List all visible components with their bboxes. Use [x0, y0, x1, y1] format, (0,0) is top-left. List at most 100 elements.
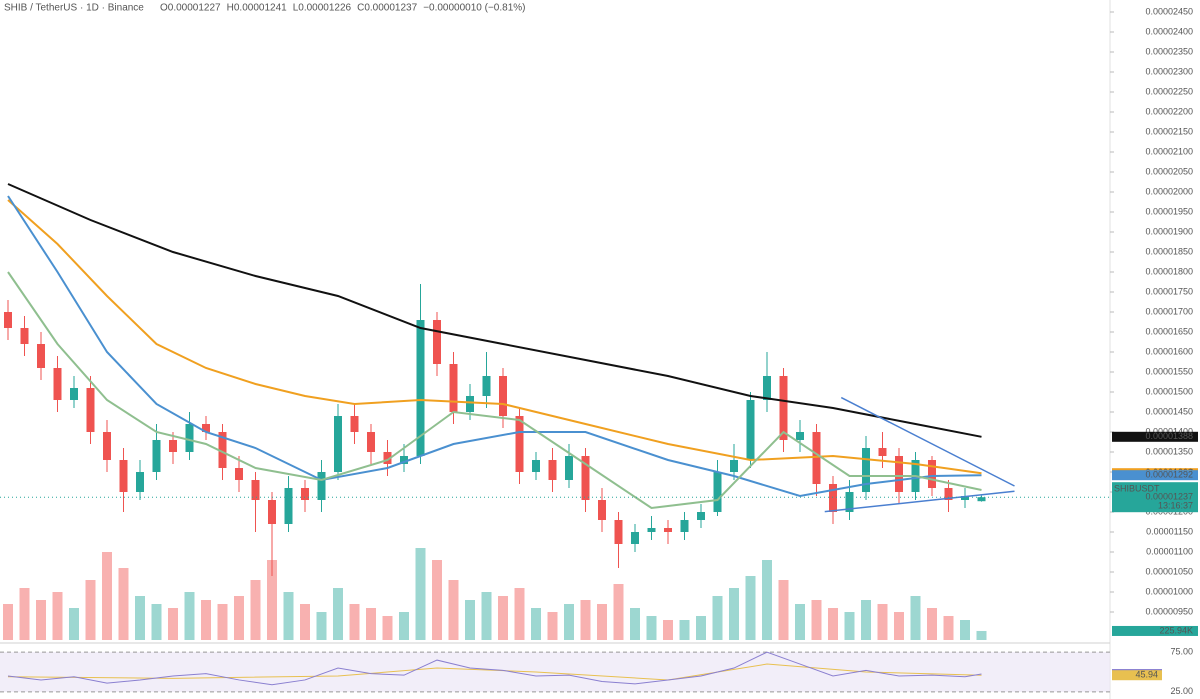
y-tick-label: 0.00001500 — [1145, 386, 1193, 396]
candle-body — [598, 500, 606, 520]
volume-bar — [844, 612, 855, 640]
volume-bar — [168, 608, 178, 640]
candle-body — [878, 448, 887, 456]
candle-body — [185, 424, 194, 452]
candle-body — [730, 460, 738, 472]
candle-body — [119, 460, 128, 492]
volume-bar — [762, 560, 772, 640]
moving-average — [7, 183, 982, 438]
volume-bar — [646, 616, 657, 640]
volume-bar — [300, 604, 310, 640]
y-tick-label: 0.00002400 — [1145, 26, 1193, 36]
y-tick-label: 0.00001000 — [1145, 586, 1193, 596]
volume-bar — [201, 600, 211, 640]
volume-bar — [366, 608, 376, 640]
candle-body — [70, 388, 78, 400]
volume-bar — [564, 604, 574, 640]
volume-bar — [415, 548, 426, 640]
candle-body — [928, 460, 936, 488]
volume-bar — [382, 616, 393, 640]
candle-body — [499, 376, 507, 416]
volume-badge-label: 225.94K — [1159, 625, 1193, 635]
volume-bar — [795, 604, 805, 640]
candle-body — [284, 488, 293, 524]
candle-body — [796, 432, 804, 440]
candle-body — [235, 468, 243, 480]
candle-body — [400, 456, 408, 464]
rsi-tick-label: 25.00 — [1170, 686, 1193, 696]
y-tick-label: 0.00001800 — [1145, 266, 1193, 276]
y-tick-label: 0.00001550 — [1145, 366, 1193, 376]
y-tick-label: 0.00002250 — [1145, 86, 1193, 96]
y-tick-label: 0.00001950 — [1145, 206, 1193, 216]
volume-bar — [316, 612, 327, 640]
volume-bar — [531, 608, 541, 640]
y-tick-label: 0.00000950 — [1145, 606, 1193, 616]
volume-bar — [811, 600, 822, 640]
candle-body — [334, 416, 342, 472]
volume-bar — [729, 588, 739, 640]
volume-bar — [267, 560, 277, 640]
rsi-badge — [1112, 670, 1162, 681]
volume-bar — [927, 608, 937, 640]
volume-bar — [696, 616, 706, 640]
candle-body — [416, 320, 425, 456]
candle-body — [482, 376, 491, 396]
y-tick-label: 0.00001750 — [1145, 286, 1193, 296]
y-tick-label: 0.00001850 — [1145, 246, 1193, 256]
volume-bar — [432, 560, 442, 640]
trendline — [824, 490, 1015, 513]
candle-body — [845, 492, 854, 512]
candle-body — [301, 488, 309, 500]
candle-body — [614, 520, 623, 544]
volume-bar — [514, 588, 525, 640]
y-tick-label: 0.00001650 — [1145, 326, 1193, 336]
candle-body — [152, 440, 161, 472]
legend-label: H — [227, 3, 234, 14]
candle-body — [779, 376, 788, 440]
candle-body — [713, 472, 722, 512]
symbol-badge — [1112, 482, 1198, 513]
moving-average — [7, 271, 982, 510]
volume-bar — [630, 608, 640, 640]
volume-bar — [943, 616, 954, 640]
y-tick-label: 0.00001100 — [1146, 546, 1193, 556]
y-tick-label: 0.00001700 — [1145, 306, 1193, 316]
candle-body — [664, 528, 672, 532]
candle-body — [449, 364, 458, 412]
candle-body — [895, 456, 903, 492]
y-tick-label: 0.00001450 — [1145, 406, 1193, 416]
y-tick-label: 0.00001050 — [1145, 566, 1193, 576]
volume-bar — [877, 604, 888, 640]
volume-bar — [217, 604, 228, 640]
volume-bar — [349, 604, 360, 640]
volume-bar — [712, 596, 723, 640]
volume-bar — [151, 604, 162, 640]
price-badge — [1112, 470, 1198, 481]
price-badge-label: 0.00001292 — [1145, 470, 1193, 480]
candle-body — [746, 400, 755, 460]
symbol-badge-label: SHIBUSDT — [1114, 484, 1160, 494]
y-tick-label: 0.00002150 — [1145, 126, 1193, 136]
y-tick-label: 0.00002050 — [1145, 166, 1193, 176]
legend-label: O — [160, 3, 168, 14]
y-tick-label: 0.00001600 — [1145, 346, 1193, 356]
legend-label: L — [293, 3, 299, 14]
volume-bar — [250, 580, 261, 640]
volume-bar — [580, 600, 591, 640]
candle-body — [944, 488, 953, 500]
legend-value: 0.00001237 — [364, 3, 417, 14]
volume-bar — [448, 580, 459, 640]
y-tick-label: 0.00001900 — [1145, 226, 1193, 236]
candle-body — [433, 320, 441, 364]
candle-body — [548, 460, 557, 480]
price-badge-label: 0.00001237 — [1145, 492, 1193, 502]
y-tick-label: 0.00002450 — [1145, 6, 1193, 16]
candle-body — [631, 532, 639, 544]
candle-body — [251, 480, 260, 500]
price-badge — [1112, 431, 1198, 442]
volume-badge — [1112, 625, 1198, 636]
volume-bar — [778, 580, 789, 640]
volume-bar — [960, 620, 970, 640]
y-tick-label: 0.00001150 — [1146, 526, 1193, 536]
